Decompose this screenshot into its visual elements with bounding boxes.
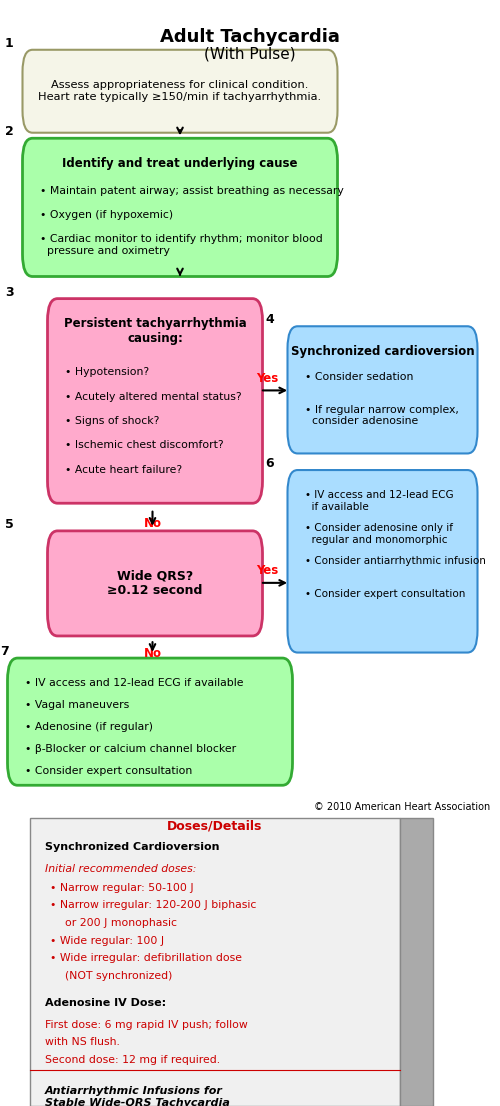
Text: with NS flush.: with NS flush. — [45, 1037, 120, 1047]
Text: 2: 2 — [5, 125, 14, 138]
Text: 3: 3 — [5, 285, 14, 299]
Text: Adult Tachycardia: Adult Tachycardia — [160, 28, 340, 45]
FancyBboxPatch shape — [8, 658, 292, 785]
Text: 1: 1 — [5, 36, 14, 50]
Text: Yes: Yes — [256, 564, 278, 577]
Text: 5: 5 — [5, 518, 14, 531]
Text: Wide QRS?
≥0.12 second: Wide QRS? ≥0.12 second — [108, 570, 202, 597]
Text: • Narrow regular: 50-100 J: • Narrow regular: 50-100 J — [50, 883, 194, 893]
FancyBboxPatch shape — [400, 818, 432, 1106]
Text: Synchronized Cardioversion: Synchronized Cardioversion — [45, 842, 220, 852]
Text: (NOT synchronized): (NOT synchronized) — [65, 971, 172, 981]
Text: • Hypotension?: • Hypotension? — [65, 367, 149, 377]
Text: • Narrow irregular: 120-200 J biphasic: • Narrow irregular: 120-200 J biphasic — [50, 900, 256, 910]
Text: • Acute heart failure?: • Acute heart failure? — [65, 465, 182, 474]
Text: Doses/Details: Doses/Details — [168, 820, 262, 833]
FancyBboxPatch shape — [30, 818, 400, 1106]
FancyBboxPatch shape — [288, 326, 478, 453]
Text: (With Pulse): (With Pulse) — [204, 46, 296, 62]
Text: Adenosine IV Dose:: Adenosine IV Dose: — [45, 998, 166, 1008]
Text: 4: 4 — [265, 313, 274, 326]
Text: • Consider sedation: • Consider sedation — [305, 372, 414, 382]
Text: • Consider expert consultation: • Consider expert consultation — [25, 766, 192, 776]
Text: Antiarrhythmic Infusions for
Stable Wide-QRS Tachycardia: Antiarrhythmic Infusions for Stable Wide… — [45, 1086, 230, 1106]
Text: Synchronized cardioversion: Synchronized cardioversion — [290, 345, 474, 358]
Text: © 2010 American Heart Association: © 2010 American Heart Association — [314, 802, 490, 812]
Text: • Ischemic chest discomfort?: • Ischemic chest discomfort? — [65, 440, 224, 450]
Text: First dose: 6 mg rapid IV push; follow: First dose: 6 mg rapid IV push; follow — [45, 1020, 248, 1030]
FancyBboxPatch shape — [48, 531, 262, 636]
FancyBboxPatch shape — [288, 470, 478, 653]
Text: No: No — [144, 647, 162, 660]
Text: • Consider adenosine only if
  regular and monomorphic: • Consider adenosine only if regular and… — [305, 523, 453, 545]
Text: • Signs of shock?: • Signs of shock? — [65, 416, 160, 426]
Text: Second dose: 12 mg if required.: Second dose: 12 mg if required. — [45, 1055, 220, 1065]
Text: • Wide regular: 100 J: • Wide regular: 100 J — [50, 936, 164, 946]
FancyBboxPatch shape — [22, 138, 338, 276]
Text: • Maintain patent airway; assist breathing as necessary: • Maintain patent airway; assist breathi… — [40, 186, 344, 196]
Text: • Wide irregular: defibrillation dose: • Wide irregular: defibrillation dose — [50, 953, 242, 963]
FancyBboxPatch shape — [22, 50, 338, 133]
Text: Identify and treat underlying cause: Identify and treat underlying cause — [62, 157, 298, 170]
Text: • Cardiac monitor to identify rhythm; monitor blood
  pressure and oximetry: • Cardiac monitor to identify rhythm; mo… — [40, 234, 323, 257]
Text: • Adenosine (if regular): • Adenosine (if regular) — [25, 722, 153, 732]
FancyBboxPatch shape — [48, 299, 262, 503]
Text: • Oxygen (if hypoxemic): • Oxygen (if hypoxemic) — [40, 210, 173, 220]
Text: 6: 6 — [265, 457, 274, 470]
Text: No: No — [144, 517, 162, 530]
Text: 7: 7 — [0, 645, 9, 658]
Text: • Consider antiarrhythmic infusion: • Consider antiarrhythmic infusion — [305, 556, 486, 566]
Text: • Vagal maneuvers: • Vagal maneuvers — [25, 700, 129, 710]
Text: Initial recommended doses:: Initial recommended doses: — [45, 864, 197, 874]
Text: Persistent tachyarrhythmia
causing:: Persistent tachyarrhythmia causing: — [64, 317, 246, 345]
Text: • IV access and 12-lead ECG
  if available: • IV access and 12-lead ECG if available — [305, 490, 454, 512]
Text: • IV access and 12-lead ECG if available: • IV access and 12-lead ECG if available — [25, 678, 244, 688]
Text: Assess appropriateness for clinical condition.
Heart rate typically ≥150/min if : Assess appropriateness for clinical cond… — [38, 81, 322, 102]
Text: • β-Blocker or calcium channel blocker: • β-Blocker or calcium channel blocker — [25, 744, 236, 754]
Text: • Consider expert consultation: • Consider expert consultation — [305, 589, 466, 599]
Text: or 200 J monophasic: or 200 J monophasic — [65, 918, 177, 928]
Text: • If regular narrow complex,
  consider adenosine: • If regular narrow complex, consider ad… — [305, 405, 459, 427]
Text: • Acutely altered mental status?: • Acutely altered mental status? — [65, 392, 242, 401]
Text: Yes: Yes — [256, 372, 278, 385]
